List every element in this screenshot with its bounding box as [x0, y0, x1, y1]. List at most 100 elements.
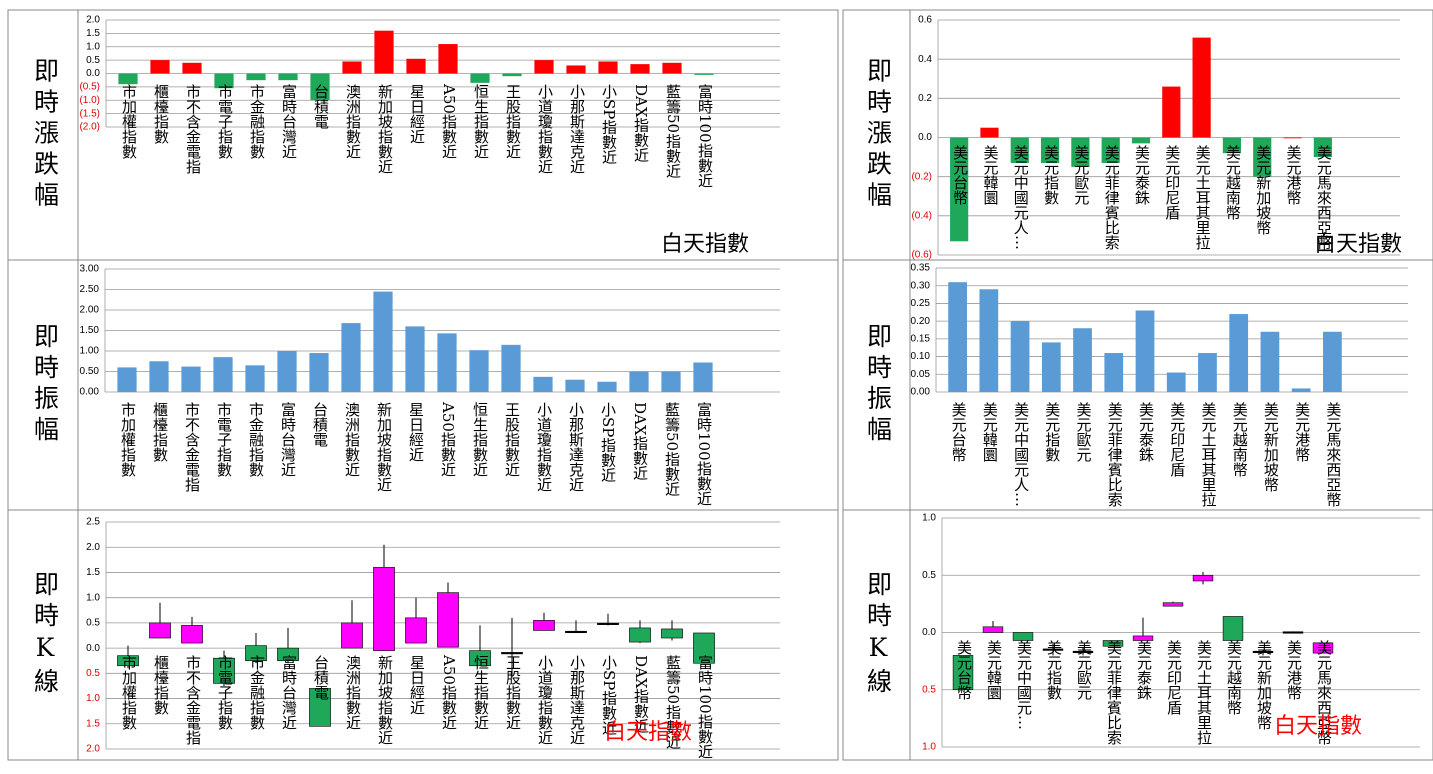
candle-body: [952, 655, 974, 691]
candle-body: [1072, 650, 1094, 654]
x-tick-label: 小道瓊指數近: [536, 84, 554, 174]
x-tick-label: 美元指數: [1045, 640, 1063, 700]
y-tick-label: (0.5): [79, 82, 100, 93]
x-tick-label: 小SP指數近: [600, 84, 618, 165]
x-tick-label: 富時100指數近: [696, 83, 714, 188]
x-tick-label: 新加坡指數近: [375, 402, 393, 492]
bar: [1323, 331, 1342, 392]
x-tick-label: 美元土耳其里拉: [1194, 145, 1212, 251]
x-tick-label: 市加權指數: [120, 84, 138, 159]
bar: [1040, 137, 1060, 163]
x-tick-label: 新加坡指數近: [376, 655, 394, 745]
x-tick-label: 恒生指數近: [472, 655, 490, 730]
candle-body: [117, 655, 139, 667]
bar: [1010, 321, 1030, 392]
bar: [405, 326, 425, 392]
bar: [502, 73, 522, 77]
x-tick-label: 市電子指數: [215, 402, 233, 477]
bar: [1162, 86, 1181, 138]
bar: [438, 44, 458, 74]
x-tick-label: 台積電: [312, 84, 330, 129]
bar: [374, 30, 394, 74]
x-tick-label: 市加權指數: [119, 402, 137, 477]
bar: [341, 323, 361, 392]
candle-body: [501, 652, 523, 655]
x-tick-label: 美元歐元: [1075, 640, 1093, 701]
x-tick-label: 澳洲指數近: [344, 84, 362, 159]
x-tick-label: 小道瓊指數近: [535, 402, 553, 492]
x-tick-label: 美元越南幣: [1224, 145, 1242, 220]
x-tick-label: 美元中國元人…: [1012, 402, 1030, 507]
bar: [1010, 137, 1029, 163]
y-tick-label: 1.5: [86, 718, 100, 729]
bar: [277, 351, 297, 392]
x-tick-label: 美元泰銖: [1135, 640, 1153, 700]
x-tick-label: 美元中國元…: [1015, 640, 1033, 730]
bar: [470, 73, 490, 83]
candle-body: [1252, 650, 1274, 654]
candle-body: [1102, 640, 1124, 647]
x-tick-label: 藍籌50指數近: [664, 84, 682, 178]
y-tick-label: 1.5: [86, 28, 100, 39]
y-tick-label: 0.00: [80, 387, 100, 398]
candle-body: [1042, 648, 1064, 651]
x-tick-label: DAX指數近: [632, 84, 650, 163]
y-tick-label: (1.5): [79, 108, 100, 119]
y-tick-label: 0.6: [918, 15, 932, 26]
x-tick-label: 美元新加坡幣: [1254, 145, 1272, 235]
y-tick-label: 0.30: [911, 280, 931, 291]
y-tick-label: 1.00: [80, 346, 100, 357]
annotation: 白天指數: [1314, 232, 1402, 257]
y-tick-label: 1.0: [86, 693, 100, 704]
y-tick-label: 1.50: [80, 325, 100, 336]
bar: [1166, 372, 1186, 392]
x-tick-label: 市金融指數: [248, 84, 266, 159]
bar: [629, 371, 649, 392]
x-tick-label: 星日經近: [408, 84, 426, 144]
x-tick-label: 藍籌50指數近: [663, 402, 681, 496]
y-tick-label: 0.35: [911, 263, 931, 274]
candle-body: [437, 592, 459, 648]
x-tick-label: 美元指數: [1042, 145, 1060, 205]
x-tick-label: 恒生指數近: [472, 84, 490, 159]
y-tick-label: 1.0: [922, 513, 936, 524]
bar: [1283, 137, 1302, 139]
x-tick-label: 小SP指數近: [600, 655, 618, 736]
x-tick-label: 富時台灣近: [280, 83, 298, 159]
x-tick-label: 美元菲律賓比索: [1105, 640, 1123, 745]
annotation: 白天指數: [604, 720, 692, 745]
bar: [980, 127, 999, 138]
x-tick-label: 櫃檯指數: [152, 84, 170, 144]
bar: [309, 353, 329, 392]
x-tick-label: 王股指數近: [504, 655, 522, 730]
x-tick-label: 美元韓圜: [981, 145, 999, 205]
x-tick-label: 小道瓊指數近: [536, 655, 554, 745]
bar: [1041, 342, 1061, 392]
bar: [373, 291, 393, 392]
x-tick-label: DAX指數近: [632, 655, 650, 734]
bar: [118, 73, 138, 85]
x-tick-label: 小那斯達克近: [568, 655, 586, 745]
y-tick-label: 0.25: [911, 298, 931, 309]
x-tick-label: 小那斯達克近: [567, 402, 585, 492]
candle-body: [565, 630, 587, 634]
y-tick-label: 2.5: [86, 517, 100, 528]
candle-body: [277, 647, 299, 662]
bar: [310, 73, 330, 101]
bar: [1291, 388, 1311, 392]
y-tick-label: 0.5: [922, 570, 936, 581]
bar: [182, 62, 202, 74]
x-tick-label: 美元指數: [1043, 402, 1061, 462]
bar: [1104, 353, 1124, 392]
candle-body: [1312, 642, 1334, 654]
x-tick-label: 星日經近: [407, 402, 425, 462]
y-tick-label: 1.5: [86, 567, 100, 578]
x-tick-label: 美元土耳其里拉: [1195, 640, 1213, 746]
y-tick-label: 1.0: [86, 41, 100, 52]
annotation: 白天指數: [661, 232, 749, 257]
x-tick-label: 小那斯達克近: [568, 84, 586, 174]
y-tick-label: 0.5: [86, 618, 100, 629]
x-tick-label: 美元印尼盾: [1168, 402, 1186, 477]
bar: [598, 61, 618, 74]
